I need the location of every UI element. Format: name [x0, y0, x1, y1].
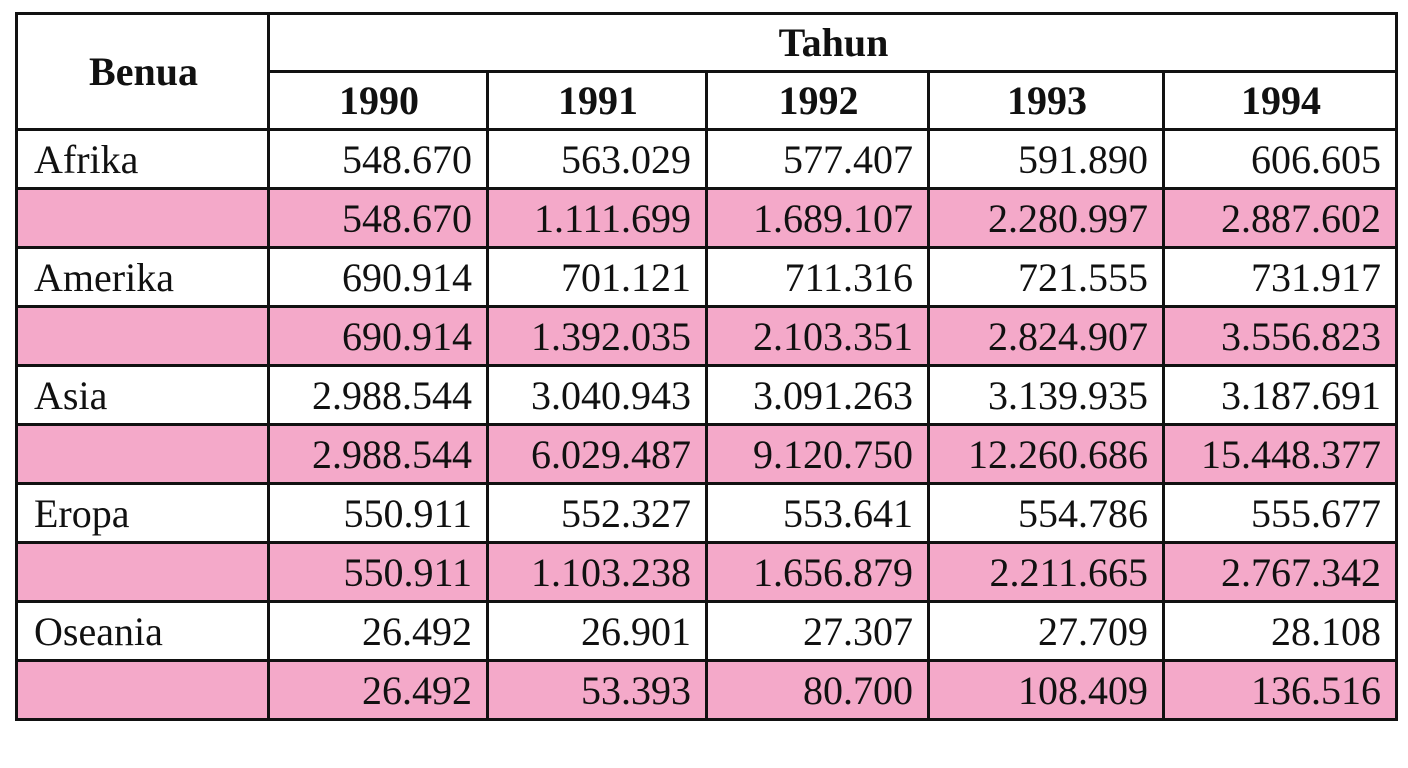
value-cell: 3.139.935: [927, 364, 1165, 426]
year-header: 1992: [705, 70, 930, 131]
shaded-row: 26.492 53.393 80.700 108.409 136.516: [15, 659, 1399, 721]
value-cell: 563.029: [486, 128, 708, 190]
year-header: 1990: [267, 70, 489, 131]
value-cell: 26.492: [267, 600, 489, 662]
cumulative-cell: 3.556.823: [1161, 305, 1399, 367]
empty-cell: [15, 187, 270, 249]
value-cell: 3.091.263: [705, 364, 930, 426]
cumulative-cell: 690.914: [267, 305, 489, 367]
value-cell: 554.786: [927, 482, 1165, 544]
data-table: Benua Tahun 1990 1991 1992 1993 1994 Afrika 5…: [15, 12, 1399, 721]
cumulative-cell: 1.111.699: [486, 187, 708, 249]
continent-cell: Asia: [15, 364, 270, 426]
cumulative-cell: 2.103.351: [705, 305, 930, 367]
cumulative-cell: 2.767.342: [1161, 541, 1399, 603]
continent-cell: Eropa: [15, 482, 270, 544]
data-row: Afrika 548.670 563.029 577.407 591.890 606.60…: [15, 128, 1399, 190]
value-cell: 28.108: [1161, 600, 1399, 662]
shaded-row: 690.914 1.392.035 2.103.351 2.824.907 3.556.…: [15, 305, 1399, 367]
value-cell: 606.605: [1161, 128, 1399, 190]
value-cell: 577.407: [705, 128, 930, 190]
shaded-row: 2.988.544 6.029.487 9.120.750 12.260.686 15.…: [15, 423, 1399, 485]
data-row: Asia 2.988.544 3.040.943 3.091.263 3.139.935…: [15, 364, 1399, 426]
value-cell: 591.890: [927, 128, 1165, 190]
empty-cell: [15, 423, 270, 485]
value-cell: 701.121: [486, 246, 708, 308]
value-cell: 3.187.691: [1161, 364, 1399, 426]
header-cell: Benua: [15, 12, 270, 131]
continent-cell: Amerika: [15, 246, 270, 308]
empty-cell: [15, 659, 270, 721]
shaded-row: 550.911 1.103.238 1.656.879 2.211.665 2.767.…: [15, 541, 1399, 603]
cumulative-cell: 108.409: [927, 659, 1165, 721]
data-row: Amerika 690.914 701.121 711.316 721.555 731.9…: [15, 246, 1399, 308]
cumulative-cell: 9.120.750: [705, 423, 930, 485]
continent-cell: Afrika: [15, 128, 270, 190]
value-cell: 2.988.544: [267, 364, 489, 426]
value-cell: 552.327: [486, 482, 708, 544]
value-cell: 721.555: [927, 246, 1165, 308]
cumulative-cell: 12.260.686: [927, 423, 1165, 485]
cumulative-cell: 2.280.997: [927, 187, 1165, 249]
value-cell: 3.040.943: [486, 364, 708, 426]
empty-cell: [15, 305, 270, 367]
cumulative-cell: 1.103.238: [486, 541, 708, 603]
year-header: 1991: [486, 70, 708, 131]
cumulative-cell: 1.689.107: [705, 187, 930, 249]
cumulative-cell: 2.211.665: [927, 541, 1165, 603]
cumulative-cell: 1.392.035: [486, 305, 708, 367]
value-cell: 27.307: [705, 600, 930, 662]
value-cell: 690.914: [267, 246, 489, 308]
shaded-row: 548.670 1.111.699 1.689.107 2.280.997 2.887.…: [15, 187, 1399, 249]
cumulative-cell: 53.393: [486, 659, 708, 721]
value-cell: 27.709: [927, 600, 1165, 662]
value-cell: 711.316: [705, 246, 930, 308]
cumulative-cell: 2.988.544: [267, 423, 489, 485]
data-row: Oseania 26.492 26.901 27.307 27.709 28.108: [15, 600, 1399, 662]
data-row: Eropa 550.911 552.327 553.641 554.786 555.677: [15, 482, 1399, 544]
table-body: Afrika 548.670 563.029 577.407 591.890 606.60…: [15, 128, 1399, 721]
cumulative-cell: 15.448.377: [1161, 423, 1399, 485]
value-cell: 553.641: [705, 482, 930, 544]
value-cell: 555.677: [1161, 482, 1399, 544]
cumulative-cell: 26.492: [267, 659, 489, 721]
cumulative-cell: 2.824.907: [927, 305, 1165, 367]
value-cell: 26.901: [486, 600, 708, 662]
value-cell: 550.911: [267, 482, 489, 544]
header-row: Benua Tahun: [15, 12, 1399, 131]
cumulative-cell: 550.911: [267, 541, 489, 603]
continent-cell: Oseania: [15, 600, 270, 662]
value-cell: 548.670: [267, 128, 489, 190]
header-cell: Tahun: [266, 12, 1399, 73]
year-header: 1993: [927, 70, 1165, 131]
header-row: 1990 1991 1992 1993 1994: [17, 70, 1399, 131]
empty-cell: [15, 541, 270, 603]
table-header: Benua Tahun 1990 1991 1992 1993 1994: [15, 12, 1399, 131]
cumulative-cell: 6.029.487: [486, 423, 708, 485]
cumulative-cell: 80.700: [705, 659, 930, 721]
cumulative-cell: 1.656.879: [705, 541, 930, 603]
cumulative-cell: 2.887.602: [1161, 187, 1399, 249]
year-header: 1994: [1161, 70, 1399, 131]
cumulative-cell: 136.516: [1161, 659, 1399, 721]
cumulative-cell: 548.670: [267, 187, 489, 249]
value-cell: 731.917: [1161, 246, 1399, 308]
